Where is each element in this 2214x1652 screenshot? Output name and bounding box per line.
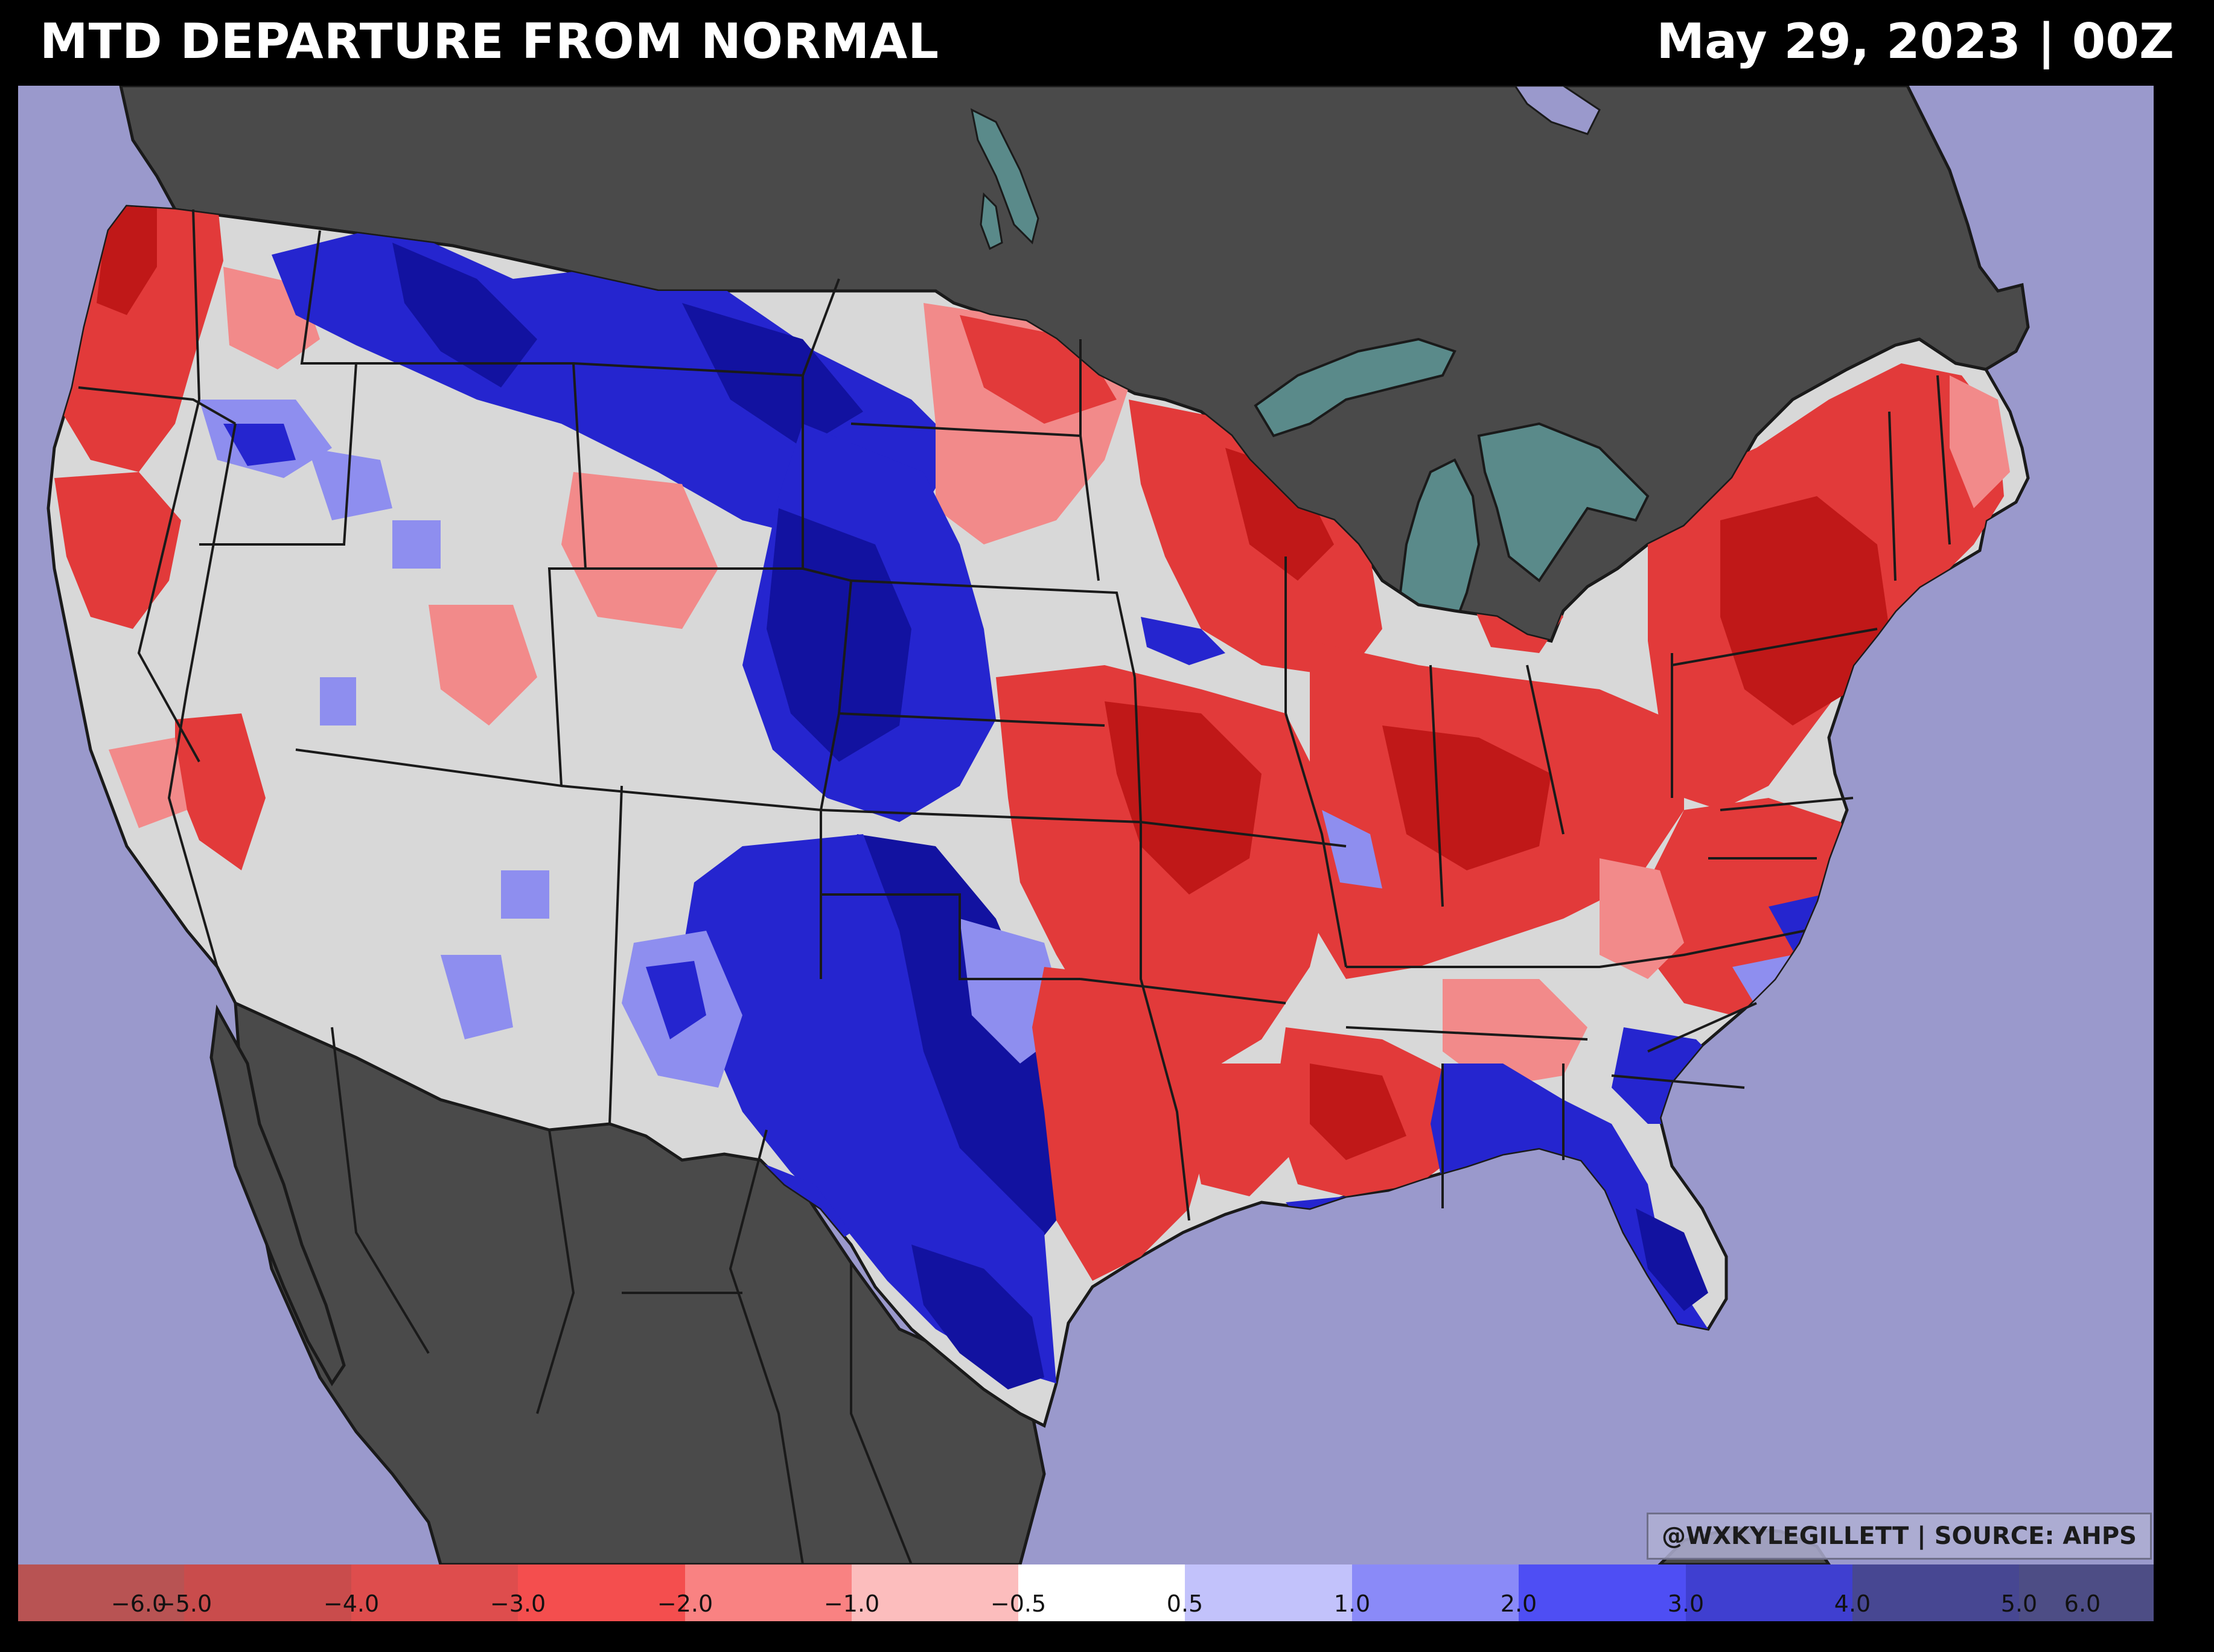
colorbar-tick-label: 2.0 xyxy=(1501,1590,1537,1617)
state-borders xyxy=(78,209,1951,1221)
colorbar-bin xyxy=(351,1564,518,1621)
colorbar-tick-label: 1.0 xyxy=(1334,1590,1370,1617)
footer-bar xyxy=(0,1621,2214,1652)
colorbar-bin xyxy=(1018,1564,1185,1621)
lake-winnipeg xyxy=(970,108,1039,244)
colorbar-tick-label: −2.0 xyxy=(657,1590,713,1617)
header-bar: MTD DEPARTURE FROM NORMAL May 29, 2023 |… xyxy=(0,0,2214,86)
map-svg xyxy=(18,86,2154,1564)
colorbar-bin xyxy=(852,1564,1018,1621)
colorbar-tick-label: −5.0 xyxy=(156,1590,212,1617)
colorbar-bin xyxy=(18,1564,184,1621)
colorbar-bin xyxy=(1352,1564,1519,1621)
colorbar-bin xyxy=(1686,1564,1852,1621)
map-title: MTD DEPARTURE FROM NORMAL xyxy=(40,13,940,69)
colorbar-tick-label: 0.5 xyxy=(1167,1590,1203,1617)
source-credit: @WXKYLEGILLETT | SOURCE: AHPS xyxy=(1647,1513,2152,1560)
colorbar-svg: −6.0−5.0 −4.0 −3.0 −2.0 −1.0 −0.5 0.5 1.0 2.0 3.0… xyxy=(18,1564,2154,1621)
colorbar-bin xyxy=(1852,1564,2019,1621)
colorbar-tick-label: −1.0 xyxy=(824,1590,879,1617)
lake-huron xyxy=(1477,422,1650,582)
colorbar-tick-label: −0.5 xyxy=(991,1590,1046,1617)
colorbar-tick-label: −3.0 xyxy=(490,1590,546,1617)
colorbar-tick-label: −4.0 xyxy=(324,1590,379,1617)
colorbar-tick-label: 4.0 xyxy=(1834,1590,1871,1617)
colorbar-bin xyxy=(2019,1564,2154,1621)
colorbar-tick-label: 6.0 xyxy=(2064,1590,2101,1617)
mexico-borders xyxy=(331,1027,913,1564)
colorbar-legend: −6.0 −5.0 −4.0 −3.0 −2.0 −1.0 −0.5 0.5 1.0 2.0 3.0… xyxy=(18,1564,2154,1621)
lake-superior xyxy=(1254,337,1456,438)
colorbar-bin xyxy=(1185,1564,1352,1621)
hudson-bay-edge xyxy=(1514,86,1601,135)
lake-manitoba xyxy=(980,192,1003,250)
map-area xyxy=(18,86,2154,1564)
colorbar-bin xyxy=(1519,1564,1686,1621)
valid-time: May 29, 2023 | 00Z xyxy=(1656,13,2174,69)
colorbar-tick-label: 5.0 xyxy=(2001,1590,2037,1617)
baja-peninsula xyxy=(209,1004,346,1386)
colorbar-bin xyxy=(184,1564,351,1621)
colorbar-tick-label: −6.0 xyxy=(111,1590,167,1617)
colorbar-bin xyxy=(685,1564,852,1621)
colorbar-tick-label: 3.0 xyxy=(1668,1590,1704,1617)
precip-departure-field xyxy=(54,206,2010,1389)
colorbar-bin xyxy=(518,1564,685,1621)
